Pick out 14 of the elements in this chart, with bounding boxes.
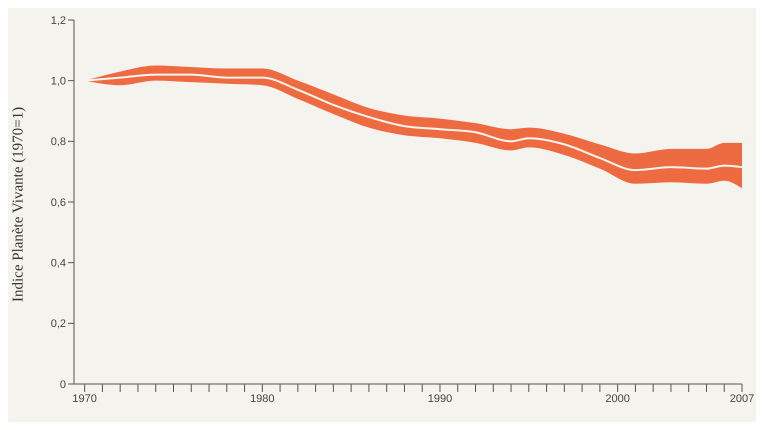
x-tick-label: 1970 — [72, 392, 97, 405]
x-tick-label: 1980 — [250, 392, 275, 405]
y-tick-label: 1,0 — [50, 76, 66, 88]
y-tick-label: 0,2 — [50, 318, 66, 330]
x-tick-label: 2000 — [605, 392, 630, 405]
y-tick-label: 1,2 — [50, 14, 66, 27]
x-tick-label: 1990 — [428, 392, 452, 405]
line-series — [84, 74, 742, 172]
x-tick-label: 2007 — [730, 392, 754, 405]
y-tick-label: 0,8 — [50, 136, 66, 148]
y-tick-label: 0,4 — [50, 258, 66, 270]
y-tick-label: 0,6 — [50, 196, 66, 209]
y-axis-title: Indice Planète Vivante (1970=1) — [10, 106, 26, 302]
y-tick-label: 0 — [60, 378, 66, 391]
